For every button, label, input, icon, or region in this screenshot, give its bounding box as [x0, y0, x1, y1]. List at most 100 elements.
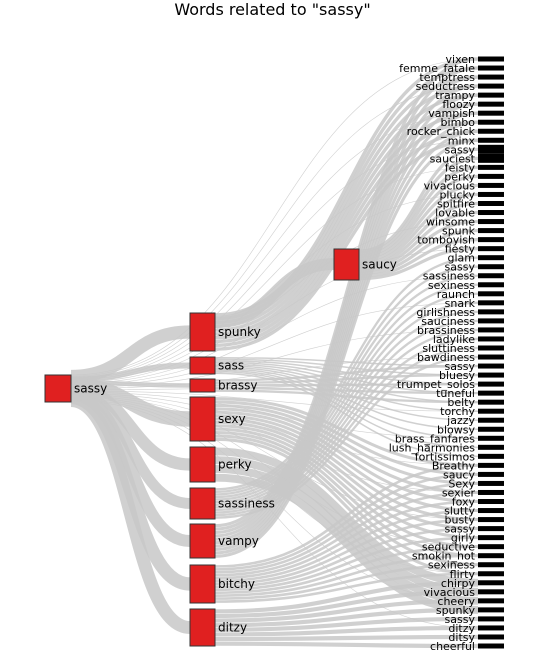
leaf-label-sexier: sexier — [442, 486, 476, 499]
leaf-label-vivacious: vivacious — [424, 179, 476, 192]
link-layer — [69, 57, 479, 649]
leaf-bar-fortissimos — [478, 453, 504, 459]
leaf-bar-sassy — [478, 363, 504, 369]
leaf-bar-cheerful — [478, 643, 504, 649]
link-bitchy-leaf — [214, 563, 479, 600]
link-sassiness-leaf — [214, 301, 479, 504]
link-root-leaf — [70, 390, 479, 412]
leaf-label-glam: glam — [448, 252, 476, 265]
node-layer — [44, 248, 360, 647]
leaf-bar-trampy — [478, 92, 504, 98]
leaf-bar-femme-fatale — [478, 65, 504, 71]
leaf-label-floozy: floozy — [442, 98, 475, 111]
node-ditzy[interactable] — [189, 608, 216, 647]
link-bitchy-leaf — [214, 527, 479, 589]
leaf-label-smokin-hot: smokin_hot — [412, 550, 476, 563]
link-bitchy-leaf — [214, 545, 479, 595]
node-saucy[interactable] — [333, 248, 360, 281]
link-ditzy-leaf — [214, 580, 479, 614]
link-bitchy-leaf — [214, 473, 479, 571]
link-vampy-leaf — [214, 66, 479, 531]
node-bitchy[interactable] — [189, 564, 216, 604]
node-sexy[interactable] — [189, 396, 216, 442]
link-bitchy-leaf — [214, 482, 479, 574]
leaf-bar-busty — [478, 517, 504, 523]
leaf-label-jazzy: jazzy — [446, 414, 475, 427]
leaf-bar-sexiness — [478, 282, 504, 288]
leaf-label-snark: snark — [445, 297, 476, 310]
leaf-label-sassy: sassy — [445, 360, 476, 373]
leaf-label-blowsy: blowsy — [437, 423, 475, 436]
link-saucy-leaf — [358, 247, 479, 281]
link-bitchy-leaf — [214, 518, 479, 586]
node-vampy[interactable] — [189, 523, 216, 559]
link-root-ditzy — [69, 394, 192, 634]
leaf-label-spunky: spunky — [436, 604, 476, 617]
link-vampy-leaf — [214, 111, 479, 548]
leaf-bar-chirpy — [478, 580, 504, 586]
link-sassiness-leaf — [214, 265, 479, 494]
leaf-bar-spunky — [478, 607, 504, 613]
leaf-bar-blowsy — [478, 426, 504, 432]
node-sassy[interactable] — [44, 374, 72, 403]
node-sass[interactable] — [189, 356, 216, 375]
link-vampy-leaf — [214, 75, 479, 535]
node-brassy[interactable] — [189, 378, 216, 393]
leaf-label-fiesty: fiesty — [445, 243, 476, 256]
leaf-label-sexiness: sexiness — [428, 279, 475, 292]
leaf-bar-ladylike — [478, 336, 504, 342]
leaf-bar-lush-harmonies — [478, 444, 504, 450]
leaf-label-trampy: trampy — [435, 89, 475, 102]
leaf-bar-bawdiness — [478, 354, 504, 360]
leaf-label-ladylike: ladylike — [433, 333, 475, 346]
leaf-bar-sassiness — [478, 273, 504, 279]
link-bitchy-leaf — [214, 464, 479, 568]
leaf-label-tuneful: tuneful — [436, 387, 475, 400]
leaf-label-belty: belty — [447, 396, 475, 409]
leaf-bar-breathy — [478, 462, 504, 468]
leaf-label-busty: busty — [444, 514, 475, 527]
leaf-bar-foxy — [478, 499, 504, 505]
leaf-bar-tomboyish — [478, 237, 504, 243]
leaf-bar-glam — [478, 255, 504, 261]
leaf-label-vivacious: vivacious — [424, 586, 476, 599]
link-vampy-leaf — [214, 57, 479, 528]
leaf-label-ditsy: ditsy — [448, 631, 475, 644]
leaf-label-fortissimos: fortissimos — [415, 450, 475, 463]
node-spunky[interactable] — [189, 312, 216, 352]
link-root-leaf — [70, 221, 479, 383]
leaf-label-sluttiness: sluttiness — [422, 342, 475, 355]
leaf-label-sauciest: sauciest — [430, 152, 476, 165]
leaf-label-vixen: vixen — [446, 53, 476, 66]
link-sass-leaf — [214, 367, 479, 431]
link-root-spunky — [70, 325, 191, 384]
node-label-spunky: spunky — [218, 325, 261, 339]
leaf-label-flirty: flirty — [450, 568, 476, 581]
leaf-label-slutty: slutty — [444, 505, 475, 518]
leaf-label-seductress: seductress — [416, 80, 476, 93]
leaf-bar-smokin-hot — [478, 553, 504, 559]
node-sassiness[interactable] — [189, 487, 216, 520]
chart-title: Words related to "sassy" — [174, 0, 371, 19]
node-label-vampy: vampy — [218, 534, 259, 548]
leaf-label-lovable: lovable — [435, 207, 475, 220]
leaf-bar-seductress — [478, 83, 504, 89]
link-ditzy-leaf — [214, 598, 479, 623]
leaf-label-trumpet-solos: trumpet_solos — [397, 378, 475, 391]
link-root-leaf — [70, 394, 479, 493]
leaf-bar-feisty — [478, 164, 504, 170]
link-sass-leaf — [214, 366, 479, 421]
leaf-label-sassy: sassy — [445, 143, 476, 156]
leaf-bar-raunch — [478, 291, 504, 297]
link-root-leaf — [70, 139, 479, 379]
link-spunky-leaf — [214, 57, 479, 317]
link-vampy-leaf — [214, 129, 479, 555]
link-root-leaf — [70, 248, 479, 384]
link-bitchy-leaf — [214, 554, 479, 598]
leaf-bar-snark — [478, 300, 504, 306]
leaf-label-sauciness: sauciness — [421, 315, 475, 328]
node-perky[interactable] — [189, 446, 216, 483]
leaf-label-sassiness: sassiness — [423, 270, 475, 283]
link-bitchy-leaf — [214, 500, 479, 580]
leaf-bar-lovable — [478, 210, 504, 216]
